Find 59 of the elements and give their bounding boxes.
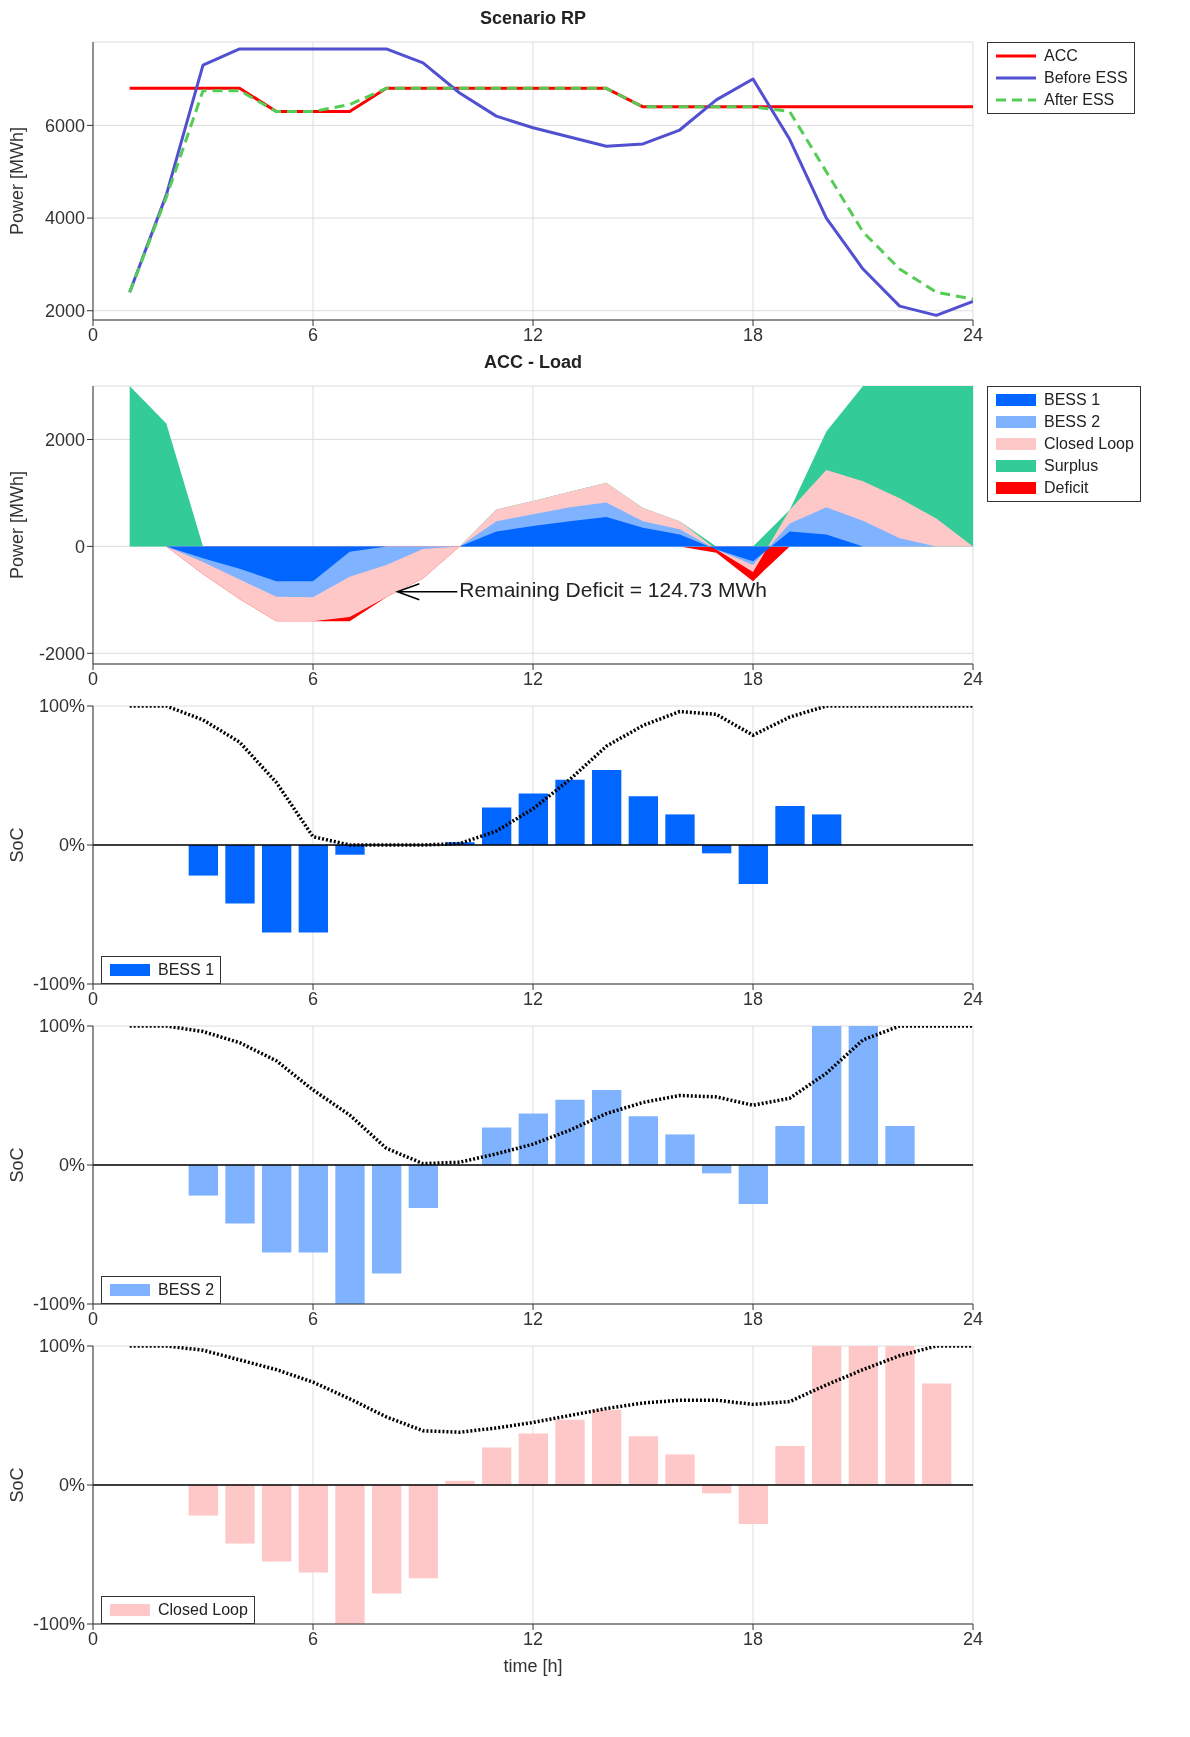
y-axis-title: Power [MWh] (7, 126, 28, 236)
y-tick-label: 100% (38, 696, 85, 717)
x-tick-label: 12 (522, 668, 544, 689)
x-tick-label: 24 (962, 324, 984, 345)
y-tick-label: -100% (32, 1294, 85, 1315)
x-tick-label: 18 (742, 988, 764, 1009)
x-tick-label: 0 (87, 324, 99, 345)
x-tick-label: 12 (522, 1308, 544, 1329)
x-tick-label: 6 (307, 324, 319, 345)
legend-label: Closed Loop (158, 1601, 248, 1619)
x-tick-label: 6 (307, 1628, 319, 1649)
x-tick-label: 18 (742, 1308, 764, 1329)
x-tick-label: 18 (742, 1628, 764, 1649)
y-tick-label: 4000 (44, 208, 85, 229)
x-tick-label: 24 (962, 668, 984, 689)
x-tick-label: 0 (87, 668, 99, 689)
y-tick-label: 100% (38, 1016, 85, 1037)
legend-label: Before ESS (1044, 69, 1128, 87)
y-tick-label: 0% (58, 1475, 85, 1496)
x-tick-label: 12 (522, 324, 544, 345)
x-tick-label: 24 (962, 1308, 984, 1329)
x-tick-label: 24 (962, 988, 984, 1009)
x-tick-label: 0 (87, 1628, 99, 1649)
y-tick-label: 2000 (44, 301, 85, 322)
chart-title: ACC - Load (483, 352, 583, 374)
y-axis-title: SoC (7, 1147, 28, 1183)
y-tick-label: 6000 (44, 115, 85, 136)
legend-label: After ESS (1044, 91, 1115, 109)
y-tick-label: 2000 (44, 429, 85, 450)
legend-label: BESS 2 (158, 1281, 215, 1299)
y-tick-label: 100% (38, 1336, 85, 1357)
y-axis-title: SoC (7, 827, 28, 863)
legend-label: BESS 1 (1044, 391, 1101, 409)
y-tick-label: 0 (74, 536, 85, 557)
y-tick-label: 0% (58, 835, 85, 856)
legend-label: Surplus (1044, 457, 1099, 475)
x-tick-label: 18 (742, 668, 764, 689)
y-axis-title: SoC (7, 1467, 28, 1503)
x-tick-label: 12 (522, 1628, 544, 1649)
chart-title: Scenario RP (478, 8, 587, 30)
y-tick-label: 0% (58, 1155, 85, 1176)
x-axis-title: time [h] (502, 1656, 564, 1678)
x-tick-label: 0 (87, 1308, 99, 1329)
legend-label: BESS 1 (158, 961, 215, 979)
x-tick-label: 0 (87, 988, 99, 1009)
x-tick-label: 6 (307, 668, 319, 689)
x-tick-label: 12 (522, 988, 544, 1009)
y-tick-label: -100% (32, 1614, 85, 1635)
x-tick-label: 18 (742, 324, 764, 345)
y-tick-label: -2000 (38, 643, 85, 664)
y-tick-label: -100% (32, 974, 85, 995)
x-tick-label: 6 (307, 1308, 319, 1329)
y-axis-title: Power [MWh] (7, 470, 28, 580)
x-tick-label: 24 (962, 1628, 984, 1649)
legend-label: ACC (1044, 47, 1078, 65)
legend-label: Deficit (1044, 479, 1089, 497)
legend-label: BESS 2 (1044, 413, 1101, 431)
x-tick-label: 6 (307, 988, 319, 1009)
legend-label: Closed Loop (1044, 435, 1134, 453)
